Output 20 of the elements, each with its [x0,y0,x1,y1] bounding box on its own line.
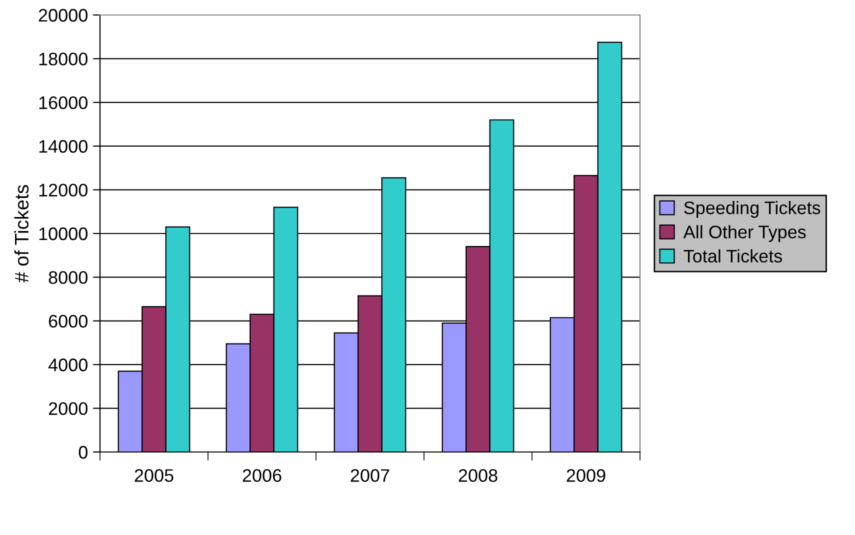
y-tick-label: 20000 [38,8,88,22]
x-tick-label: 2006 [242,469,282,482]
x-tick-label: 2005 [134,469,174,482]
y-tick-label: 18000 [39,52,88,66]
y-tick-label: 2000 [48,402,88,416]
y-tick-label: 16000 [39,96,88,110]
x-tick-label: 2009 [566,469,606,482]
y-tick-label: 10000 [39,227,88,240]
y-tick-label: 12000 [39,184,88,197]
x-tick-label: 2008 [458,469,498,482]
y-tick-label: 4000 [48,358,88,372]
legend-label: All Other Types [683,225,806,242]
y-tick-label: 6000 [48,314,88,328]
legend-label: Speeding Tickets [684,200,820,218]
y-tick-label: 8000 [48,271,88,284]
y-axis-title: # of Tickets [14,185,29,283]
legend-label: Total Tickets [684,249,782,263]
y-tick-label: 0 [78,446,88,459]
x-tick-label: 2007 [350,469,390,482]
y-tick-label: 14000 [39,140,88,153]
